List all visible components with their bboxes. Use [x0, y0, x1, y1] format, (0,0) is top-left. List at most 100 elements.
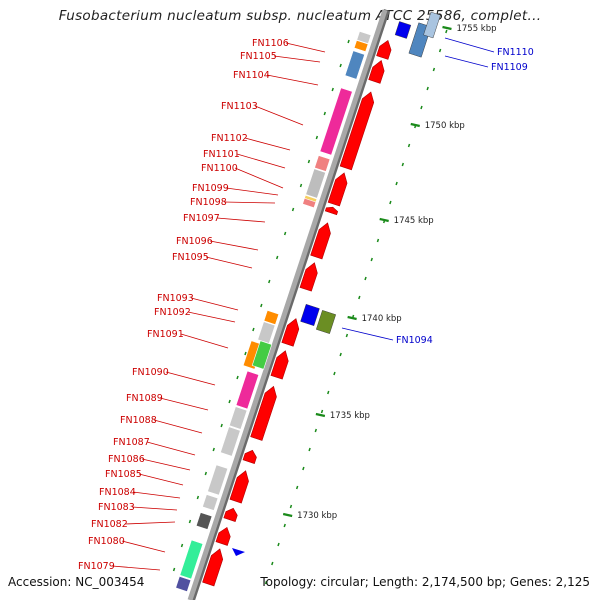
gene-label-fn1110[interactable]: FN1110	[497, 47, 534, 58]
tick-mark	[401, 162, 405, 167]
gene-arrow[interactable]	[339, 90, 376, 171]
tick-mark	[271, 561, 274, 566]
gene-arrow[interactable]	[215, 526, 233, 546]
gene-label-fn1100[interactable]: FN1100	[201, 163, 238, 174]
feature-block[interactable]	[423, 11, 441, 39]
gene-label-fn1092[interactable]: FN1092	[154, 307, 191, 318]
feature-block[interactable]	[207, 464, 229, 496]
gene-arrow[interactable]	[270, 349, 291, 380]
feature-block[interactable]	[263, 310, 280, 325]
svg-text:FN1088: FN1088	[120, 415, 157, 426]
tick-mark	[339, 63, 342, 68]
gene-label-fn1094[interactable]: FN1094	[396, 335, 433, 346]
major-tick	[347, 315, 357, 321]
tick-mark	[212, 447, 215, 452]
gene-label-fn1090[interactable]: FN1090	[132, 367, 169, 378]
feature-block[interactable]	[195, 512, 213, 530]
feature-block[interactable]	[251, 340, 273, 370]
gene-label-fn1106[interactable]: FN1106	[252, 38, 289, 49]
gene-label-fn1105[interactable]: FN1105	[240, 51, 277, 62]
svg-text:FN1091: FN1091	[147, 329, 184, 340]
gene-label-fn1109[interactable]: FN1109	[491, 62, 528, 73]
gene-arrow[interactable]	[310, 221, 334, 260]
major-tick	[410, 122, 420, 128]
feature-block[interactable]	[356, 30, 372, 45]
gene-arrow[interactable]	[327, 171, 350, 207]
gene-label-fn1095[interactable]: FN1095	[172, 252, 209, 263]
gene-arrow[interactable]	[281, 317, 302, 347]
gene-label-fn1096[interactable]: FN1096	[176, 236, 213, 247]
svg-text:FN1102: FN1102	[211, 133, 248, 144]
gene-label-fn1093[interactable]: FN1093	[157, 293, 194, 304]
tick-mark	[236, 375, 239, 380]
feature-block[interactable]	[319, 87, 353, 156]
feature-block[interactable]	[175, 576, 192, 592]
feature-block[interactable]	[220, 426, 241, 457]
tick-mark	[395, 181, 398, 186]
gene-label-fn1101[interactable]: FN1101	[203, 149, 240, 160]
major-tick	[379, 217, 389, 223]
gene-label-fn1102[interactable]: FN1102	[211, 133, 248, 144]
svg-text:FN1095: FN1095	[172, 252, 209, 263]
tick-mark	[180, 543, 184, 548]
tick-mark	[302, 466, 305, 471]
gene-label-fn1103[interactable]: FN1103	[221, 101, 258, 112]
gene-label-fn1079[interactable]: FN1079	[78, 561, 115, 572]
gene-label-fn1098[interactable]: FN1098	[190, 197, 227, 208]
gene-label-fn1083[interactable]: FN1083	[98, 502, 135, 513]
svg-text:FN1101: FN1101	[203, 149, 240, 160]
tick-mark	[323, 111, 326, 116]
gene-label-fn1097[interactable]: FN1097	[183, 213, 220, 224]
svg-text:FN1086: FN1086	[108, 454, 145, 465]
svg-text:FN1106: FN1106	[252, 38, 289, 49]
gene-arrow[interactable]	[250, 385, 280, 441]
gene-arrow[interactable]	[242, 448, 258, 464]
feature-block[interactable]	[228, 406, 248, 430]
feature-block[interactable]	[179, 539, 204, 580]
svg-text:FN1099: FN1099	[192, 183, 229, 194]
gene-arrow[interactable]	[368, 59, 387, 84]
gene-label-fn1086[interactable]: FN1086	[108, 454, 145, 465]
tick-mark	[347, 39, 350, 44]
feature-block[interactable]	[202, 494, 219, 511]
svg-text:FN1087: FN1087	[113, 437, 150, 448]
feature-block[interactable]	[300, 304, 320, 326]
gene-label-fn1099[interactable]: FN1099	[192, 183, 229, 194]
feature-block[interactable]	[305, 168, 326, 199]
tick-mark	[438, 48, 442, 53]
svg-text:FN1097: FN1097	[183, 213, 220, 224]
gene-label-fn1084[interactable]: FN1084	[99, 487, 136, 498]
feature-block[interactable]	[344, 50, 365, 80]
tick-mark	[345, 333, 349, 338]
gene-label-fn1089[interactable]: FN1089	[126, 393, 163, 404]
feature-block[interactable]	[302, 197, 317, 209]
svg-text:FN1079: FN1079	[78, 561, 115, 572]
gene-label-fn1087[interactable]: FN1087	[113, 437, 150, 448]
feature-block[interactable]	[314, 155, 331, 172]
gene-arrow[interactable]	[299, 261, 320, 292]
feature-block[interactable]	[316, 310, 336, 334]
svg-text:FN1084: FN1084	[99, 487, 136, 498]
svg-text:FN1098: FN1098	[190, 197, 227, 208]
feature-block[interactable]	[394, 21, 412, 39]
gene-arrow[interactable]	[223, 506, 239, 522]
gene-arrow[interactable]	[229, 469, 251, 504]
gene-label-fn1104[interactable]: FN1104	[233, 70, 270, 81]
gene-label-fn1082[interactable]: FN1082	[91, 519, 128, 530]
gene-arrow[interactable]	[232, 548, 245, 556]
svg-text:FN1089: FN1089	[126, 393, 163, 404]
gene-arrow[interactable]	[324, 205, 339, 216]
gene-label-fn1091[interactable]: FN1091	[147, 329, 184, 340]
feature-block[interactable]	[257, 321, 276, 344]
gene-arrow[interactable]	[376, 39, 394, 60]
tick-mark	[228, 399, 231, 404]
major-tick	[442, 25, 452, 31]
major-tick	[282, 512, 293, 518]
feature-block[interactable]	[353, 39, 369, 53]
feature-block[interactable]	[235, 370, 260, 410]
gene-arrow[interactable]	[202, 547, 226, 587]
gene-label-fn1080[interactable]: FN1080	[88, 536, 125, 547]
gene-label-fn1088[interactable]: FN1088	[120, 415, 157, 426]
tick-mark	[432, 67, 436, 72]
gene-label-fn1085[interactable]: FN1085	[105, 469, 142, 480]
